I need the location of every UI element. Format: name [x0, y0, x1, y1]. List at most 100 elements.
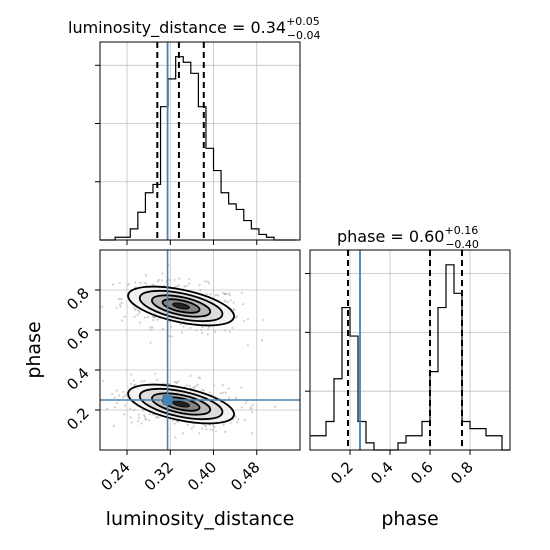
- sample-point: [195, 329, 198, 332]
- sample-point: [147, 419, 151, 422]
- sample-point: [133, 408, 136, 411]
- histogram-bar: [326, 422, 334, 450]
- sample-point: [132, 379, 136, 382]
- histogram-bar: [236, 209, 244, 240]
- sample-point: [112, 424, 115, 427]
- sample-point: [134, 285, 137, 289]
- sample-point: [173, 380, 177, 384]
- sample-point: [208, 282, 211, 285]
- sample-point: [214, 293, 217, 297]
- contour-mode-upper: [127, 285, 235, 327]
- sample-point: [115, 306, 118, 309]
- sample-point: [119, 297, 122, 300]
- sample-point: [223, 329, 227, 332]
- sample-point: [185, 384, 188, 387]
- sample-point: [226, 301, 229, 304]
- sample-point: [262, 318, 265, 322]
- sample-point: [157, 278, 160, 282]
- sample-point: [113, 396, 116, 399]
- sample-point: [246, 318, 249, 321]
- sample-point: [228, 330, 231, 333]
- sample-point: [179, 322, 182, 326]
- sample-point: [213, 384, 216, 387]
- xlabel-phase: phase: [381, 508, 438, 530]
- sample-point: [234, 415, 237, 418]
- sample-point: [229, 421, 232, 424]
- histogram-bar: [342, 308, 350, 450]
- sample-point: [250, 407, 253, 410]
- sample-point: [140, 380, 143, 383]
- sample-point: [137, 413, 140, 416]
- sample-point: [119, 305, 122, 308]
- sample-point: [222, 423, 225, 427]
- sample-point: [143, 415, 147, 418]
- sample-point: [219, 392, 222, 395]
- sample-point: [251, 404, 254, 407]
- sample-point: [188, 277, 191, 281]
- sample-point: [208, 326, 211, 329]
- sample-point: [123, 315, 126, 318]
- sample-point: [120, 298, 124, 301]
- histogram-bar: [334, 379, 342, 450]
- sample-point: [142, 409, 145, 412]
- y-tick-label: 0.6: [63, 324, 93, 354]
- sample-point: [228, 294, 231, 297]
- sample-point: [214, 330, 217, 333]
- sample-point: [149, 326, 152, 329]
- sample-point: [155, 378, 159, 382]
- histogram-bar: [350, 336, 358, 450]
- sample-point: [152, 413, 155, 416]
- sample-point: [144, 417, 147, 421]
- sample-point: [235, 316, 238, 319]
- sample-point: [190, 427, 193, 430]
- sample-point: [182, 325, 185, 328]
- sample-point: [185, 284, 188, 287]
- sample-point: [201, 427, 204, 430]
- sample-point: [187, 282, 191, 285]
- histogram-bar: [244, 221, 252, 240]
- sample-point: [117, 297, 120, 300]
- sample-point: [241, 303, 245, 306]
- sample-point: [216, 294, 220, 297]
- histogram-bar: [462, 422, 470, 450]
- sample-point: [142, 379, 146, 383]
- sample-point: [161, 272, 164, 275]
- sample-point: [207, 328, 210, 331]
- sample-point: [120, 319, 124, 322]
- sample-point: [144, 282, 147, 285]
- histogram-bar: [430, 372, 438, 450]
- sample-point: [149, 341, 152, 344]
- sample-point: [134, 281, 137, 284]
- sample-point: [123, 404, 126, 407]
- sample-point: [213, 425, 216, 429]
- sample-point: [137, 416, 141, 419]
- histogram-bar: [478, 429, 486, 450]
- sample-point: [198, 283, 201, 287]
- histogram-phase: 0.2 0.4 0.6 0.8: [305, 249, 511, 488]
- x-tick-label: 0.40: [184, 458, 220, 494]
- x-tick-label: 0.8: [447, 458, 477, 488]
- sample-point: [154, 316, 157, 319]
- sample-point: [234, 396, 238, 399]
- title-ld-prefix: luminosity_distance = 0.34: [68, 18, 286, 38]
- sample-point: [115, 401, 119, 405]
- ylabel-phase: phase: [23, 321, 45, 378]
- sample-point: [204, 280, 207, 283]
- histogram-bar: [214, 171, 222, 240]
- sample-point: [232, 301, 235, 304]
- sample-point: [209, 293, 212, 296]
- sample-point: [229, 299, 232, 302]
- title-phase-prefix: phase = 0.60: [337, 227, 444, 246]
- sample-point: [222, 391, 225, 394]
- sample-point: [143, 316, 147, 319]
- sample-point: [201, 388, 204, 392]
- sample-point: [151, 283, 154, 286]
- sample-point: [188, 384, 191, 388]
- sample-point: [115, 389, 118, 392]
- sample-point: [244, 401, 247, 405]
- x-tick-label: 0.2: [327, 458, 357, 488]
- y-tick-label: 0.8: [63, 284, 93, 314]
- histogram-bar: [138, 212, 146, 240]
- sample-point: [227, 292, 230, 295]
- histogram-luminosity-distance: [95, 41, 301, 245]
